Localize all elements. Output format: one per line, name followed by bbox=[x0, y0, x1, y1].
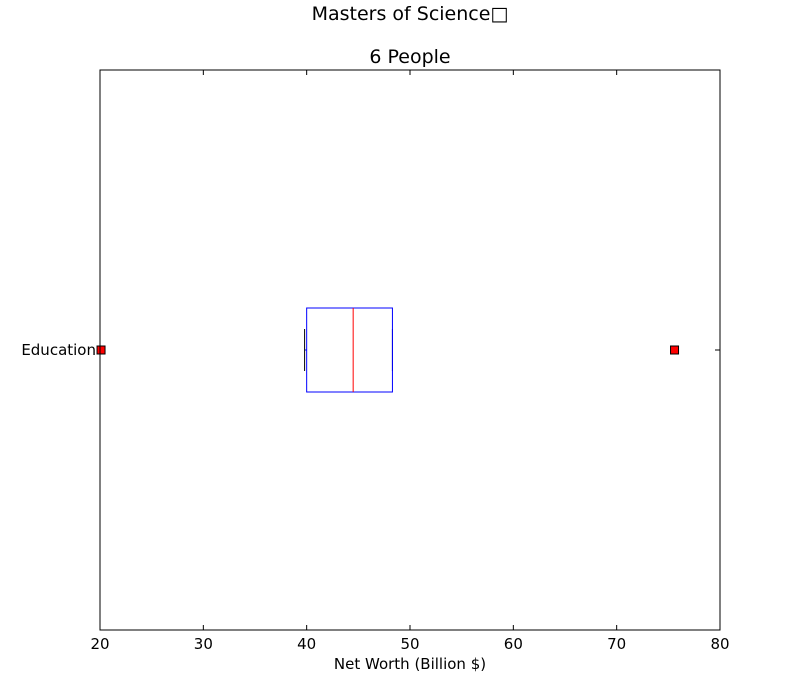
outlier-marker bbox=[670, 345, 680, 355]
interquartile-box bbox=[306, 307, 393, 393]
x-tick-label: 40 bbox=[297, 635, 316, 653]
x-tick-label: 50 bbox=[400, 635, 419, 653]
plot-area-frame bbox=[99, 69, 721, 631]
outlier-marker bbox=[96, 345, 106, 355]
x-axis-ticks: 20 30 40 50 60 70 80 bbox=[90, 70, 730, 653]
y-axis-category-labels: Education bbox=[21, 341, 96, 359]
x-tick-label: 80 bbox=[710, 635, 729, 653]
outlier-points bbox=[96, 345, 680, 355]
category-label: Education bbox=[21, 341, 96, 359]
x-tick-label: 20 bbox=[90, 635, 109, 653]
chart-suptitle: Masters of Science□ bbox=[312, 3, 509, 25]
x-tick-label: 60 bbox=[504, 635, 523, 653]
x-tick-label: 30 bbox=[194, 635, 213, 653]
box-plot-group bbox=[304, 307, 393, 393]
x-tick-label: 70 bbox=[607, 635, 626, 653]
chart-title: 6 People bbox=[369, 46, 450, 68]
x-axis-label: Net Worth (Billion $) bbox=[334, 655, 486, 673]
